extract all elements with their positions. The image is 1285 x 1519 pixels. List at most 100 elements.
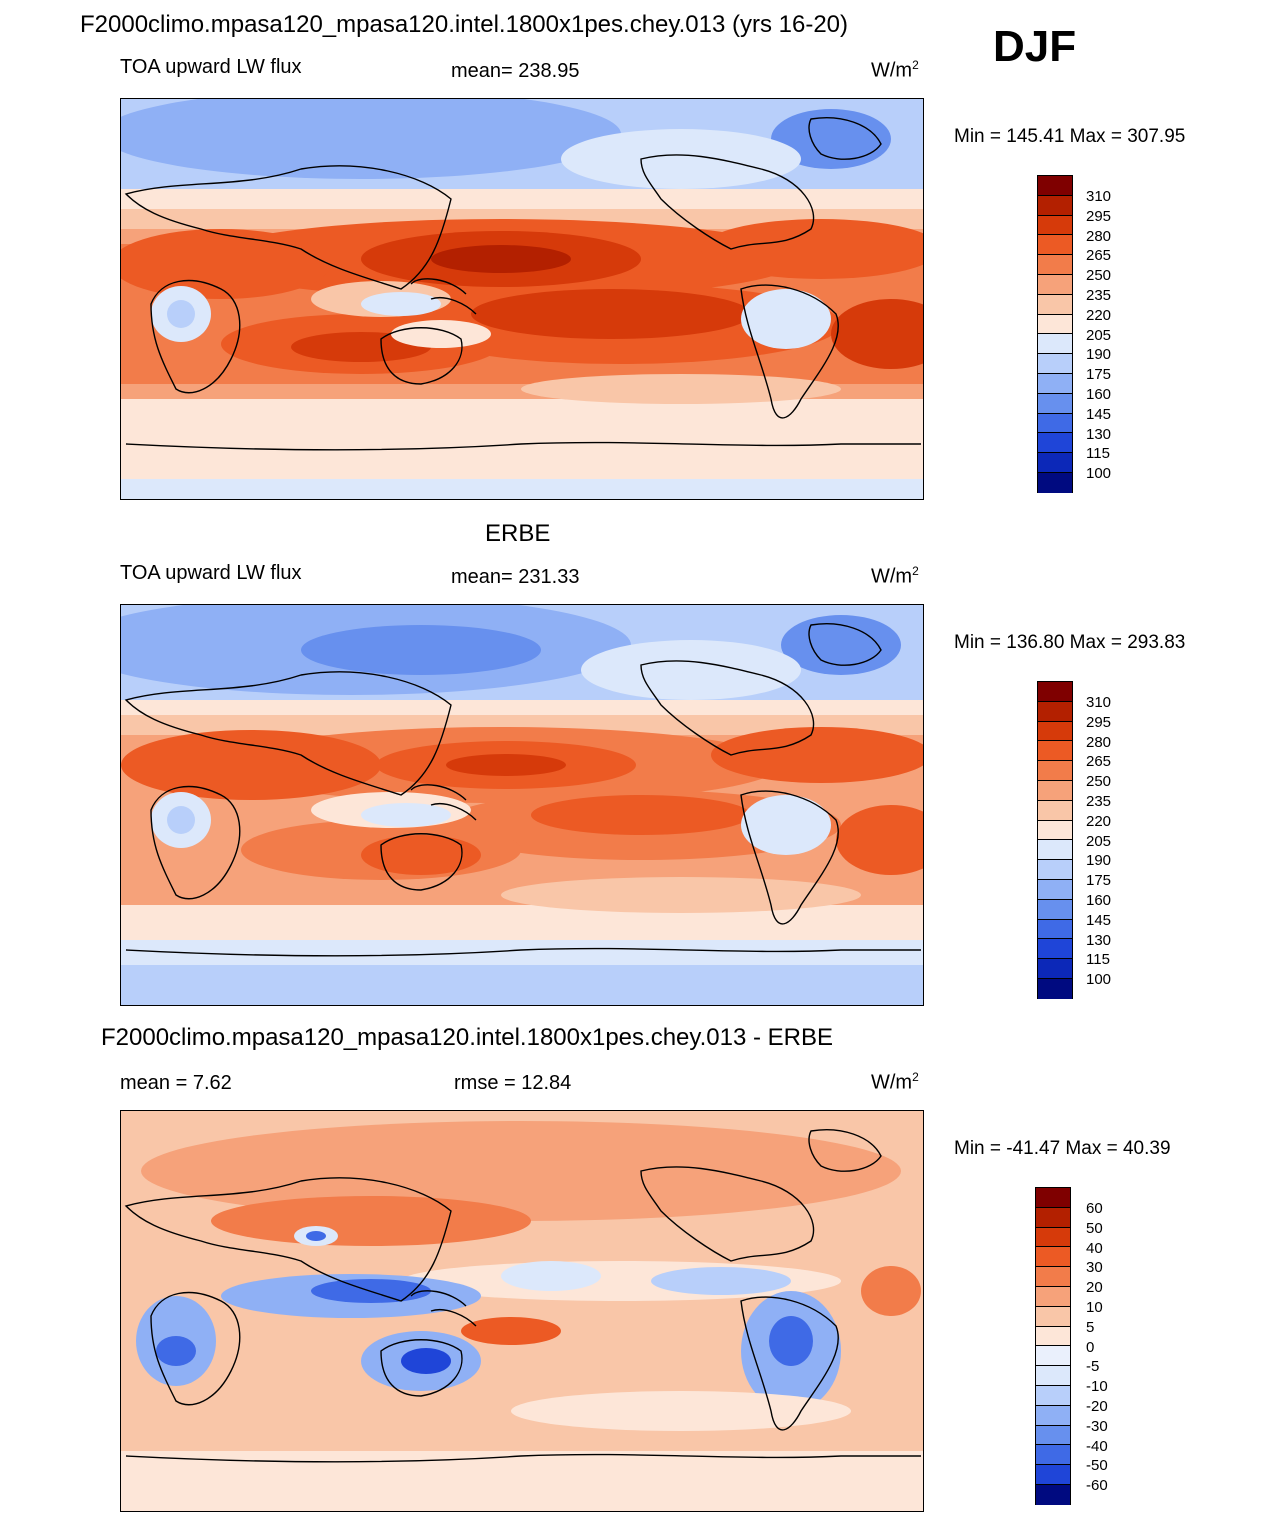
colorbar-tick: -20 [1086, 1398, 1108, 1415]
colorbar-swatch [1038, 721, 1072, 742]
colorbar-swatch [1038, 294, 1072, 315]
colorbar-tick: 205 [1086, 833, 1112, 850]
map-model [120, 98, 924, 500]
colorbar-tick: 115 [1086, 951, 1110, 968]
colorbar-swatch [1038, 453, 1072, 473]
colorbar-tick: 145 [1086, 406, 1112, 423]
colorbar-swatch [1038, 959, 1072, 979]
colorbar-swatch [1036, 1346, 1070, 1367]
panel-units: W/m2 [871, 58, 919, 82]
colorbar-swatch [1038, 195, 1072, 216]
colorbar-swatch [1038, 314, 1072, 335]
colorbar-swatch [1038, 334, 1072, 355]
colorbar-swatch [1036, 1465, 1070, 1485]
colorbar-tick: 5 [1086, 1319, 1095, 1336]
panel-units: W/m2 [871, 1070, 919, 1094]
colorbar-tick: 50 [1086, 1220, 1103, 1237]
colorbar-tick: 30 [1086, 1259, 1103, 1276]
colorbar-model [1037, 175, 1073, 493]
panel-minmax: Min = 145.41 Max = 307.95 [954, 126, 1186, 147]
colorbar-tick: -40 [1086, 1438, 1108, 1455]
colorbar-tick: 310 [1086, 694, 1112, 711]
colorbar-swatch [1038, 682, 1072, 702]
colorbar-swatch [1038, 820, 1072, 841]
colorbar-swatch [1038, 860, 1072, 880]
colorbar-tick: 175 [1086, 366, 1112, 383]
colorbar-tick: 160 [1086, 892, 1112, 909]
panel-minmax: Min = 136.80 Max = 293.83 [954, 632, 1186, 653]
colorbar-tick: 235 [1086, 287, 1112, 304]
map-model-field [121, 99, 923, 499]
colorbar-swatch [1038, 741, 1072, 762]
colorbar-tick: 20 [1086, 1279, 1103, 1296]
map-obs [120, 604, 924, 1006]
colorbar-swatch [1036, 1366, 1070, 1386]
colorbar-tick: 295 [1086, 714, 1112, 731]
colorbar-swatch [1036, 1425, 1070, 1446]
colorbar-obs [1037, 681, 1073, 999]
colorbar-swatch [1036, 1306, 1070, 1327]
colorbar-swatch [1036, 1445, 1070, 1466]
colorbar-swatch [1038, 978, 1072, 999]
season-label: DJF [993, 22, 1077, 71]
colorbar-tick: 265 [1086, 753, 1112, 770]
colorbar-tick: -30 [1086, 1418, 1108, 1435]
colorbar-tick: 280 [1086, 228, 1112, 245]
colorbar-tick: 40 [1086, 1240, 1103, 1257]
panel-variable-label: TOA upward LW flux [120, 562, 302, 584]
colorbar-tick: 175 [1086, 872, 1112, 889]
colorbar-swatch [1038, 840, 1072, 861]
colorbar-tick: 250 [1086, 773, 1112, 790]
colorbar-swatch [1036, 1267, 1070, 1287]
panel-mean-label: mean= 238.95 [451, 60, 580, 82]
colorbar-tick: 220 [1086, 813, 1112, 830]
colorbar-swatch [1038, 235, 1072, 256]
panel-title: ERBE [485, 520, 551, 547]
colorbar-tick: 100 [1086, 971, 1112, 988]
colorbar-tick: -50 [1086, 1457, 1108, 1474]
colorbar-swatch [1036, 1207, 1070, 1228]
colorbar-swatch [1038, 919, 1072, 940]
colorbar-tick: -10 [1086, 1378, 1108, 1395]
colorbar-swatch [1038, 939, 1072, 960]
main-title: F2000climo.mpasa120_mpasa120.intel.1800x… [80, 11, 849, 38]
colorbar-tick: 280 [1086, 734, 1112, 751]
colorbar-swatch [1036, 1188, 1070, 1208]
map-diff [120, 1110, 924, 1512]
colorbar-tick: 145 [1086, 912, 1112, 929]
map-diff-field [121, 1111, 923, 1511]
colorbar-swatch [1038, 701, 1072, 722]
colorbar-diff [1035, 1187, 1071, 1505]
map-obs-field [121, 605, 923, 1005]
colorbar-swatch [1038, 879, 1072, 900]
colorbar-tick: 0 [1086, 1339, 1095, 1356]
colorbar-tick: 100 [1086, 465, 1112, 482]
colorbar-swatch [1036, 1484, 1070, 1505]
colorbar-swatch [1036, 1286, 1070, 1307]
panel-mean-label: mean = 7.62 [120, 1072, 232, 1094]
colorbar-tick: 60 [1086, 1200, 1103, 1217]
colorbar-swatch [1038, 354, 1072, 374]
colorbar-swatch [1038, 780, 1072, 801]
panel-units: W/m2 [871, 564, 919, 588]
colorbar-swatch [1038, 393, 1072, 414]
colorbar-swatch [1038, 433, 1072, 454]
colorbar-swatch [1036, 1326, 1070, 1347]
panel-title: F2000climo.mpasa120_mpasa120.intel.1800x… [101, 1024, 833, 1051]
colorbar-tick: 235 [1086, 793, 1112, 810]
colorbar-swatch [1038, 761, 1072, 781]
colorbar-tick: 130 [1086, 426, 1112, 443]
colorbar-tick: 160 [1086, 386, 1112, 403]
colorbar-swatch [1038, 899, 1072, 920]
colorbar-tick: 265 [1086, 247, 1112, 264]
panel-minmax: Min = -41.47 Max = 40.39 [954, 1138, 1171, 1159]
colorbar-tick: 295 [1086, 208, 1112, 225]
colorbar-tick: 250 [1086, 267, 1112, 284]
colorbar-tick: 220 [1086, 307, 1112, 324]
colorbar-swatch [1036, 1385, 1070, 1406]
colorbar-swatch [1036, 1247, 1070, 1268]
colorbar-swatch [1036, 1227, 1070, 1248]
colorbar-tick: 190 [1086, 852, 1112, 869]
colorbar-tick: 190 [1086, 346, 1112, 363]
colorbar-tick: 130 [1086, 932, 1112, 949]
